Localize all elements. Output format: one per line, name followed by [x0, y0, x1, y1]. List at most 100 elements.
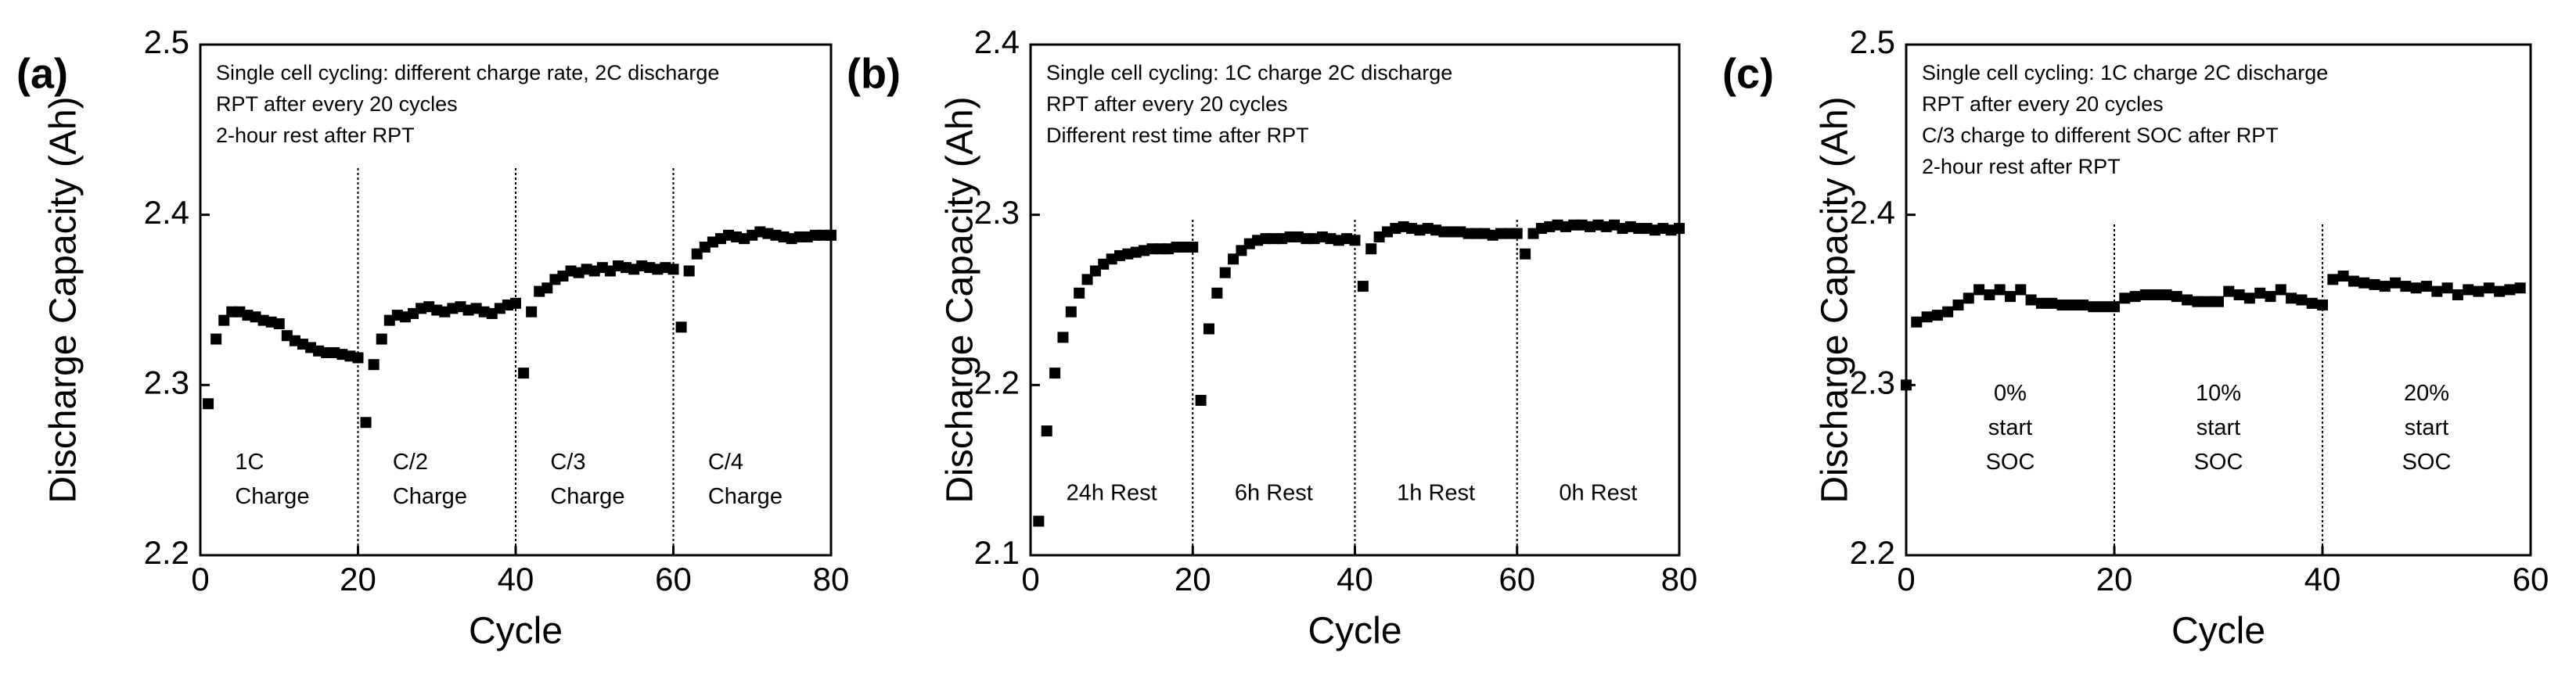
data-point — [2109, 301, 2120, 313]
x-axis-title: Cycle — [2171, 611, 2265, 652]
data-point — [1511, 228, 1523, 239]
data-point — [2275, 284, 2286, 296]
data-point — [2369, 278, 2380, 290]
region-label: C/3 — [550, 450, 585, 475]
annotation: RPT after every 20 cycles — [216, 92, 458, 116]
data-point — [2514, 282, 2526, 294]
annotation: Single cell cycling: 1C charge 2C discha… — [1046, 61, 1452, 84]
data-point — [2327, 274, 2339, 285]
data-point — [2046, 297, 2058, 309]
region-label: SOC — [2402, 450, 2452, 475]
data-point — [1901, 379, 1912, 391]
data-point — [1357, 281, 1369, 292]
region-label: 20% — [2404, 381, 2449, 406]
data-point — [210, 333, 222, 345]
x-tick-label: 20 — [1175, 561, 1211, 597]
data-point — [218, 314, 230, 326]
data-point — [1984, 289, 1995, 300]
data-point — [2202, 296, 2214, 307]
panel: 0 20 40 60 80 2.2 2.3 2.4 2.5 Cycle Discharge Capa… — [16, 23, 849, 652]
data-point — [826, 229, 836, 241]
x-tick-label: 20 — [2096, 561, 2133, 597]
data-point — [1065, 306, 1077, 317]
data-point — [1219, 267, 1231, 278]
x-tick-label: 0 — [1897, 561, 1915, 597]
data-point — [2483, 282, 2495, 294]
data-point — [2160, 289, 2172, 300]
x-tick-label: 60 — [1498, 561, 1535, 597]
panel-label: (b) — [847, 50, 901, 97]
y-tick-label: 2.2 — [974, 364, 1020, 400]
data-point — [1195, 394, 1207, 406]
y-tick-label: 2.2 — [1850, 534, 1895, 571]
panel: 0 20 40 60 2.2 2.3 2.4 2.5 Cycle Discharge Capaci… — [1722, 23, 2549, 652]
data-point — [2421, 281, 2432, 292]
y-tick-label: 2.4 — [144, 194, 189, 231]
data-point — [1921, 311, 1933, 323]
annotation: RPT after every 20 cycles — [1922, 92, 2164, 116]
data-point — [2213, 296, 2224, 307]
region-label: C/2 — [393, 450, 428, 475]
data-point — [1942, 306, 1954, 317]
data-point — [1911, 316, 1923, 328]
data-point — [203, 398, 214, 410]
data-point — [1041, 425, 1052, 437]
data-point — [2067, 300, 2078, 311]
data-point — [2441, 282, 2453, 294]
x-tick-label: 40 — [498, 561, 534, 597]
data-point — [518, 368, 530, 379]
y-axis-title: Discharge Capacity (Ah) — [43, 96, 85, 503]
data-point — [1057, 332, 1069, 343]
panel-label: (c) — [1722, 50, 1774, 97]
data-point — [2139, 289, 2151, 300]
region-label: SOC — [2194, 450, 2243, 475]
data-point — [2306, 297, 2318, 309]
data-point — [2025, 294, 2037, 306]
data-point — [1674, 223, 1685, 235]
data-point — [368, 359, 380, 371]
data-point — [2379, 281, 2391, 292]
plot-frame — [1905, 43, 2532, 557]
annotation: Single cell cycling: 1C charge 2C discha… — [1922, 61, 2328, 84]
y-tick-label: 2.1 — [974, 534, 1020, 571]
data-point — [2098, 301, 2110, 313]
data-point — [2223, 285, 2235, 297]
data-point — [2410, 282, 2422, 294]
region-label: 1C — [235, 450, 264, 475]
data-point — [1187, 242, 1199, 253]
data-point — [2473, 285, 2484, 297]
y-tick-label: 2.5 — [1850, 23, 1895, 60]
x-tick-label: 40 — [1337, 561, 1373, 597]
y-tick-label: 2.3 — [144, 364, 189, 400]
data-point — [667, 264, 679, 275]
y-tick-label: 2.5 — [144, 23, 189, 60]
data-point — [2243, 292, 2255, 304]
region-label: Charge — [550, 484, 624, 509]
data-point — [2358, 277, 2370, 289]
data-point — [1211, 287, 1223, 299]
data-point — [2015, 284, 2027, 296]
annotation: RPT after every 20 cycles — [1046, 92, 1288, 116]
x-tick-label: 0 — [191, 561, 209, 597]
data-point — [1973, 284, 1985, 296]
data-point — [2348, 275, 2359, 287]
data-point — [2431, 285, 2443, 297]
data-point — [1081, 274, 1093, 285]
region-label: 6h Rest — [1235, 480, 1313, 505]
data-point — [2088, 301, 2099, 313]
data-point — [352, 352, 364, 364]
data-point — [2119, 292, 2131, 304]
region-label: start — [1988, 415, 2032, 440]
data-point — [1963, 292, 1974, 304]
data-point — [1349, 235, 1361, 246]
data-point — [2494, 285, 2506, 297]
data-point — [1228, 253, 1239, 265]
region-label: SOC — [1986, 450, 2035, 475]
data-point — [510, 297, 521, 309]
data-point — [2056, 300, 2068, 311]
data-point — [376, 333, 387, 345]
region-label: 1h Rest — [1397, 480, 1475, 505]
region-label: 24h Rest — [1067, 480, 1157, 505]
region-label: Charge — [235, 484, 309, 509]
